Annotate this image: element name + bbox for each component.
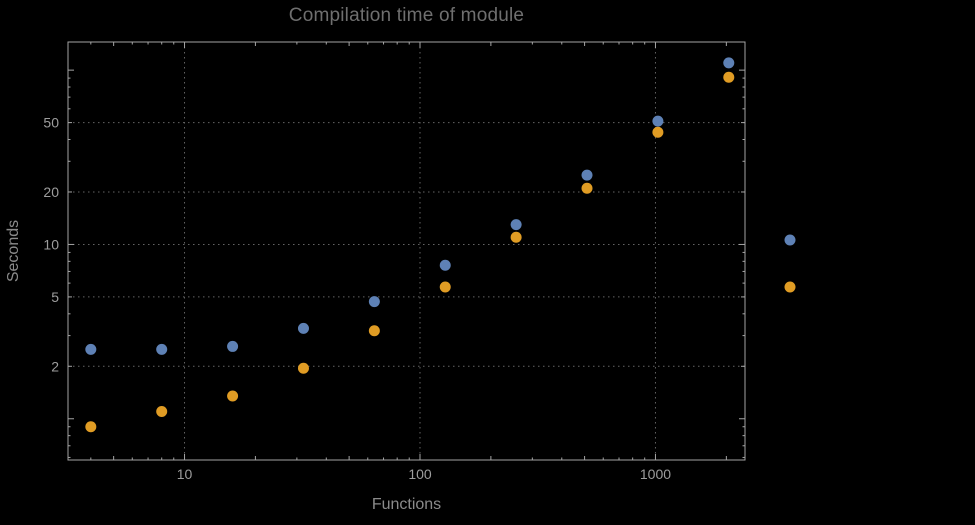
y-tick-label: 50 (43, 115, 59, 131)
x-axis-label: Functions (371, 496, 442, 513)
blue-series-point (85, 343, 97, 355)
blue-series-point (439, 259, 451, 271)
blue-series-point (652, 115, 664, 127)
plot-frame (67, 41, 746, 461)
legend-marker-orange (784, 281, 796, 293)
blue-series-point (723, 57, 735, 69)
orange-series-point (439, 281, 451, 293)
orange-series-point (368, 325, 380, 337)
y-tick-label: 2 (51, 358, 59, 374)
y-tick-label: 10 (43, 236, 59, 252)
blue-series-point (297, 322, 309, 334)
blue-series-point (510, 219, 522, 231)
chart-title: Compilation time of module (288, 5, 525, 26)
y-axis-label: Seconds (5, 219, 22, 283)
orange-series-point (581, 182, 593, 194)
orange-series-point (85, 421, 97, 433)
orange-series-point (652, 126, 664, 138)
x-tick-label: 10 (177, 466, 193, 482)
blue-series-point (368, 296, 380, 308)
blue-series-point (581, 169, 593, 181)
orange-series-point (156, 406, 168, 418)
orange-series-point (227, 390, 239, 402)
y-tick-label: 5 (51, 289, 59, 305)
orange-series-point (723, 71, 735, 83)
orange-series-point (510, 231, 522, 243)
blue-series-point (227, 340, 239, 352)
y-tick-label: 20 (43, 184, 59, 200)
x-tick-label: 100 (408, 466, 432, 482)
blue-series-point (156, 343, 168, 355)
orange-series-point (297, 362, 309, 374)
legend-marker-blue (784, 234, 796, 246)
x-tick-label: 1000 (640, 466, 671, 482)
